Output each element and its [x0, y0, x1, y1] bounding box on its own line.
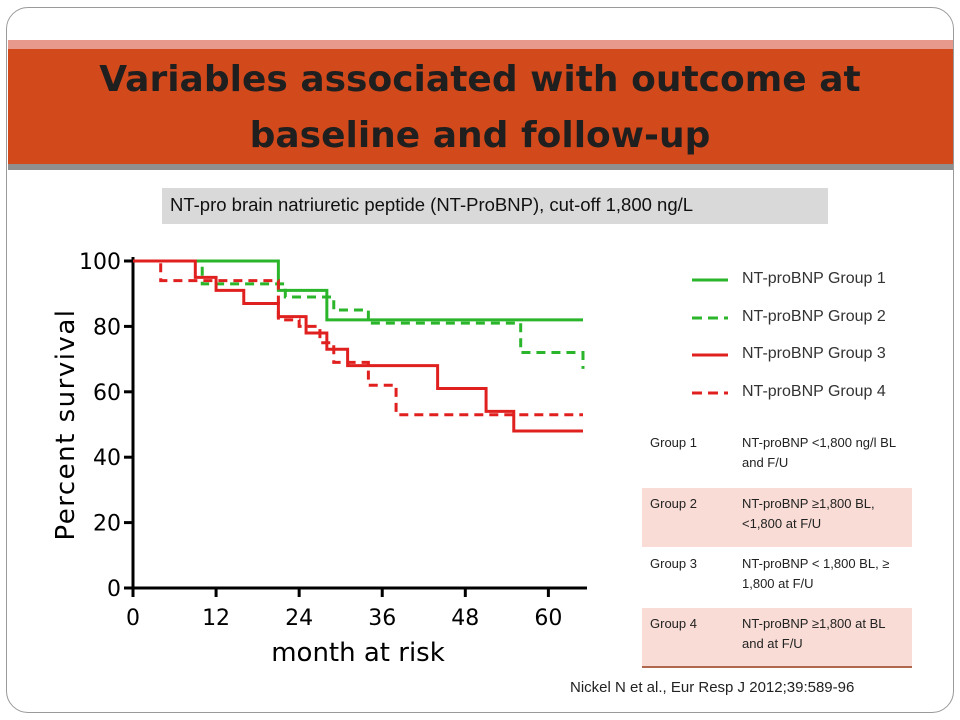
series-line: [133, 259, 585, 369]
x-tick-label: 60: [534, 606, 562, 631]
legend-item: NT-proBNP Group 1: [690, 266, 930, 296]
series-line: [133, 259, 583, 322]
y-tick-label: 40: [93, 446, 121, 471]
legend-label: NT-proBNP Group 2: [742, 308, 886, 325]
y-tick-label: 100: [79, 250, 121, 275]
legend-label: NT-proBNP Group 3: [742, 345, 886, 362]
slide-title: Variables associated with outcome at bas…: [99, 59, 861, 156]
table-cell-description: NT-proBNP ≥1,800 at BL and at F/U: [734, 606, 912, 668]
y-tick-label: 80: [93, 315, 121, 340]
x-tick-label: 12: [202, 606, 230, 631]
legend-label: NT-proBNP Group 1: [742, 270, 886, 287]
y-tick-label: 20: [93, 512, 121, 537]
series-line: [133, 259, 583, 433]
table-cell-description: NT-proBNP ≥1,800 BL, <1,800 at F/U: [734, 486, 912, 547]
table-row: Group 3 NT-proBNP < 1,800 BL, ≥ 1,800 at…: [642, 546, 912, 607]
table-cell-description: NT-proBNP < 1,800 BL, ≥ 1,800 at F/U: [734, 546, 912, 607]
legend-item: NT-proBNP Group 4: [690, 379, 930, 409]
y-tick-label: 60: [93, 381, 121, 406]
citation: Nickel N et al., Eur Resp J 2012;39:589-…: [570, 679, 855, 696]
table-cell-group: Group 4: [642, 606, 734, 668]
x-axis-label: month at risk: [271, 638, 445, 668]
table-row: Group 2 NT-proBNP ≥1,800 BL, <1,800 at F…: [642, 486, 912, 547]
slide-subtitle: NT-pro brain natriuretic peptide (NT-Pro…: [170, 194, 694, 215]
legend-item: NT-proBNP Group 3: [690, 341, 930, 371]
title-band: [8, 40, 953, 170]
table-cell-group: Group 1: [650, 435, 697, 450]
y-tick-label: 0: [107, 577, 121, 602]
series-line: [133, 259, 583, 417]
table-row: Group 4 NT-proBNP ≥1,800 at BL and at F/…: [642, 606, 912, 668]
title-band-top-stripe: [8, 40, 953, 49]
x-tick-label: 48: [451, 606, 479, 631]
group-definition-table: Group 1 NT-proBNP <1,800 ng/l BL and F/U…: [642, 427, 912, 668]
legend-item: NT-proBNP Group 2: [690, 304, 930, 334]
table-cell-group: Group 2: [642, 486, 734, 547]
table-cell-group: Group 3: [642, 546, 734, 607]
title-band-bottom-rule: [8, 164, 953, 170]
legend-label: NT-proBNP Group 4: [742, 383, 886, 400]
x-tick-label: 36: [368, 606, 396, 631]
table-cell-description: NT-proBNP <1,800 ng/l BL and F/U: [742, 435, 896, 470]
table-row: Group 1 NT-proBNP <1,800 ng/l BL and F/U: [642, 427, 912, 487]
subtitle-box: [162, 188, 828, 224]
x-tick-label: 24: [285, 606, 313, 631]
y-axis-label: Percent survival: [51, 309, 81, 541]
x-tick-label: 0: [126, 606, 140, 631]
